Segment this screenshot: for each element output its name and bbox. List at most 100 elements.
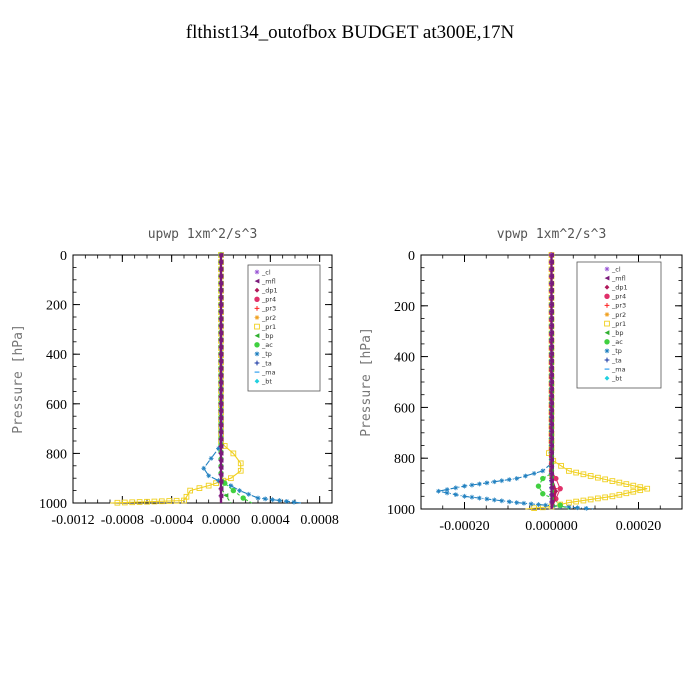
legend-label: _pr3 <box>611 302 626 310</box>
series-point-tp <box>514 476 520 481</box>
series-point-tp <box>540 468 546 474</box>
series-point-mfl <box>549 316 554 321</box>
series-point-pr1 <box>187 487 194 494</box>
series-point-pr1 <box>602 494 609 501</box>
legend-marker-dp1 <box>604 284 610 290</box>
series-point-mfl <box>549 407 554 413</box>
x-tick-label: 0.00020 <box>616 519 662 534</box>
series-point-mfl <box>549 450 554 455</box>
series-point-mfl <box>549 414 554 420</box>
series-point-bp <box>223 493 229 498</box>
series-point-ac <box>557 502 563 508</box>
legend-marker-pr3 <box>604 303 610 308</box>
series-point-tp <box>514 500 520 506</box>
series-point-mfl <box>549 252 554 258</box>
y-tick-label: 800 <box>46 447 67 462</box>
legend-marker-pr4 <box>604 293 610 299</box>
legend-marker-pr1 <box>604 320 610 327</box>
legend-label: _ac <box>611 338 623 346</box>
series-point-pr1 <box>623 490 630 497</box>
series-point-mfl <box>549 280 554 286</box>
y-axis-label: Pressure [hPa] <box>359 327 374 437</box>
series-point-mfl <box>549 436 554 441</box>
series-point-tp <box>477 481 482 487</box>
series-point-pr1 <box>644 485 651 492</box>
legend-label: _pr2 <box>261 314 276 322</box>
legend-label: _pr4 <box>611 293 626 301</box>
legend-marker-bp <box>604 330 610 336</box>
legend-marker-pr2 <box>604 312 610 317</box>
series-point-pr1 <box>637 487 644 494</box>
series-point-pr1 <box>587 473 594 479</box>
series-point-mfl <box>218 443 224 449</box>
series-point-mfl <box>218 472 224 478</box>
series-point-tp <box>484 496 490 502</box>
series-point-mfl <box>549 365 554 371</box>
series-point-tp <box>246 491 252 497</box>
series-point-mfl <box>549 379 554 385</box>
series-point-mfl <box>549 337 554 343</box>
series-point-pr1 <box>173 497 180 504</box>
series-point-mfl <box>218 415 224 421</box>
legend: _cl_mfl_dp1_pr4_pr3_pr2_pr1_bp_ac_tp_ta_… <box>247 264 321 392</box>
series-point-pr1 <box>573 469 580 476</box>
legend-label: _ta <box>261 359 272 367</box>
series-point-tp <box>216 446 221 451</box>
series-point-mfl <box>218 493 224 499</box>
series-point-tp <box>436 488 441 494</box>
series-point-tp <box>237 488 242 493</box>
series-point-pr1 <box>595 495 601 502</box>
legend-marker-pr1 <box>254 323 260 330</box>
series-point-tp <box>499 478 505 484</box>
series-point-mfl <box>549 428 554 434</box>
page-title: flthist134_outofbox BUDGET at300E,17N <box>185 22 515 43</box>
series-point-ac <box>540 491 546 497</box>
series-point-mfl <box>218 330 224 336</box>
series-point-mfl <box>218 458 224 463</box>
legend-label: _mfl <box>611 274 626 282</box>
series-point-mfl <box>549 499 554 505</box>
series-point-mfl <box>549 266 554 272</box>
y-tick-label: 400 <box>46 348 67 363</box>
y-tick-label: 400 <box>394 351 415 366</box>
y-tick-label: 600 <box>46 398 67 413</box>
series-point-mfl <box>549 301 554 307</box>
series-point-mfl <box>218 479 224 485</box>
x-tick-label: -0.00020 <box>439 519 489 534</box>
series-point-mfl <box>218 365 224 371</box>
series-point-pr1 <box>237 460 244 467</box>
series-point-mfl <box>218 337 224 343</box>
series-point-mfl <box>549 457 554 463</box>
x-tick-label: 0.0000 <box>202 513 241 528</box>
series-point-mfl <box>218 280 224 286</box>
series-point-mfl <box>549 478 554 484</box>
legend-label: _cl <box>261 268 271 276</box>
series-point-mfl <box>218 259 224 265</box>
series-point-tp <box>536 502 541 507</box>
series-point-tp <box>262 496 268 502</box>
series-point-ac <box>230 487 237 494</box>
series-point-mfl <box>549 259 554 265</box>
series-point-pr1 <box>558 462 564 469</box>
series-point-tp <box>531 471 537 476</box>
legend-label: _pr2 <box>611 311 626 319</box>
series-point-mfl <box>218 266 224 272</box>
series-point-mfl <box>549 485 554 491</box>
legend-marker-ta <box>254 360 260 366</box>
legend-label: _dp1 <box>261 287 278 295</box>
series-point-mfl <box>218 351 224 357</box>
series-point-pr1 <box>237 467 244 474</box>
series-point-mfl <box>218 316 224 322</box>
series-point-mfl <box>218 394 224 400</box>
series-point-mfl <box>549 330 554 336</box>
series-line-ac <box>220 255 253 504</box>
chart-title: vpwp 1xm^2/s^3 <box>497 227 607 242</box>
series-point-mfl <box>218 387 224 393</box>
legend-marker-bt <box>604 375 610 381</box>
series-point-ac <box>540 475 546 482</box>
series-point-tp <box>291 499 297 505</box>
legend-label: _tp <box>611 347 622 355</box>
legend-marker-bt <box>254 378 260 384</box>
series-point-tp <box>284 498 290 504</box>
